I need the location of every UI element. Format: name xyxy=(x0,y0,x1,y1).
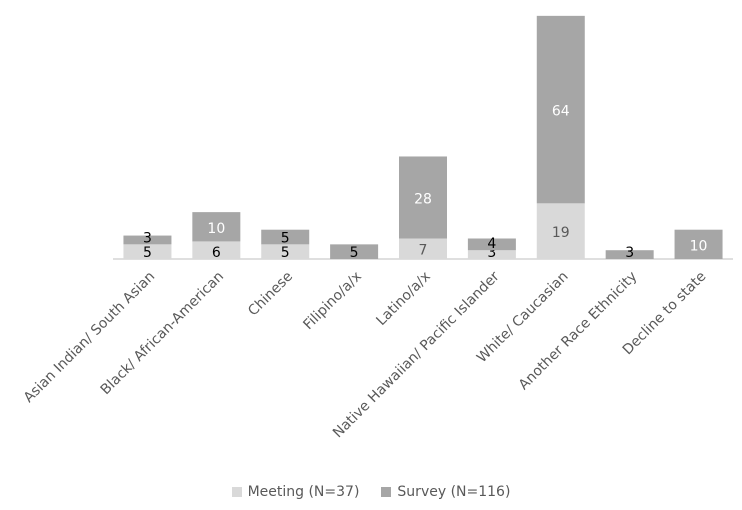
data-label-meeting-5: 3 xyxy=(487,245,496,261)
data-label-survey-2: 5 xyxy=(281,230,290,246)
legend-item-survey: Survey (N=116) xyxy=(381,484,510,500)
legend-label-survey: Survey (N=116) xyxy=(397,484,511,500)
data-label-survey-4: 28 xyxy=(414,191,432,207)
category-label-0: Asian Indian/ South Asian xyxy=(21,269,158,406)
bar-survey-5 xyxy=(467,238,516,251)
data-label-meeting-4: 7 xyxy=(419,243,428,259)
category-label-2: Chinese xyxy=(245,269,296,320)
data-label-meeting-1: 6 xyxy=(212,245,221,261)
category-label-3: Filipino/a/x xyxy=(300,269,365,334)
data-label-survey-7: 3 xyxy=(625,245,634,261)
bar-survey-0 xyxy=(123,235,172,245)
category-label-1: Black/ African-American xyxy=(98,269,228,399)
bar-meeting-1 xyxy=(192,241,241,259)
data-label-meeting-2: 5 xyxy=(281,245,290,261)
data-label-survey-3: 5 xyxy=(350,245,359,261)
bar-survey-7 xyxy=(605,250,654,259)
data-label-survey-5: 4 xyxy=(487,236,496,252)
legend-swatch-meeting xyxy=(231,487,242,497)
data-label-survey-8: 10 xyxy=(690,238,708,254)
bar-survey-3 xyxy=(330,244,379,259)
data-label-survey-1: 10 xyxy=(207,221,225,237)
data-label-meeting-0: 5 xyxy=(143,245,152,261)
bar-survey-2 xyxy=(261,229,310,245)
bar-survey-4 xyxy=(399,156,447,239)
bar-meeting-0 xyxy=(123,244,172,259)
legend-swatch-survey xyxy=(381,487,392,497)
legend: Meeting (N=37) Survey (N=116) xyxy=(0,484,742,500)
data-label-meeting-6: 19 xyxy=(552,225,570,241)
bar-survey-8 xyxy=(674,229,723,259)
category-label-7: Another Race Ethnicity xyxy=(516,269,641,394)
category-label-4: Latino/a/x xyxy=(373,269,433,329)
bar-meeting-4 xyxy=(399,238,447,259)
legend-label-meeting: Meeting (N=37) xyxy=(247,484,360,500)
legend-item-meeting: Meeting (N=37) xyxy=(231,484,360,500)
bar-meeting-2 xyxy=(261,244,310,259)
data-label-survey-0: 3 xyxy=(143,230,152,246)
bar-meeting-6 xyxy=(536,203,585,259)
data-label-survey-6: 64 xyxy=(552,104,570,120)
bar-survey-6 xyxy=(536,15,585,204)
bar-survey-1 xyxy=(192,212,241,242)
bar-meeting-5 xyxy=(467,250,516,259)
